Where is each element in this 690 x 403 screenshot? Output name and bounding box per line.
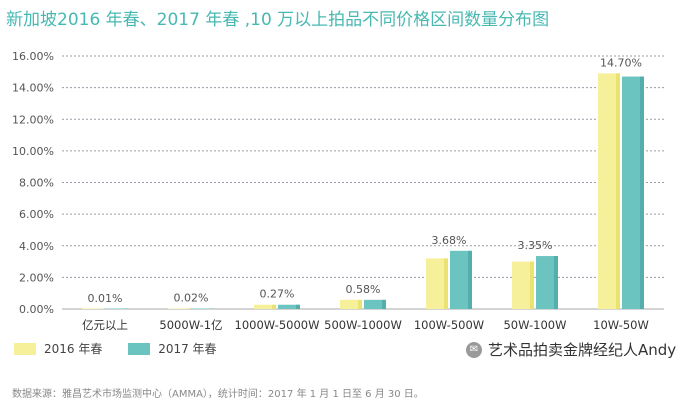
bar-side-shade xyxy=(358,299,362,309)
y-tick-label: 8.00% xyxy=(19,177,54,190)
wechat-icon: ✉ xyxy=(466,341,482,358)
x-tick-label: 1000W-5000W xyxy=(235,318,320,332)
data-label: 3.35% xyxy=(518,239,553,252)
watermark: ✉ 艺术品拍卖金牌经纪人Andy xyxy=(466,339,676,360)
bar-side-shade xyxy=(124,308,128,309)
bar-2017 xyxy=(364,299,386,309)
bar-2016 xyxy=(340,299,362,309)
y-tick-label: 16.00% xyxy=(12,50,54,63)
data-label: 0.27% xyxy=(260,288,295,301)
bar-2016 xyxy=(168,308,190,309)
x-tick-label: 50W-100W xyxy=(503,318,566,332)
data-label: 0.01% xyxy=(88,292,123,305)
legend-item-2016: 2016 年春 xyxy=(14,340,102,357)
y-tick-label: 10.00% xyxy=(12,145,54,158)
bar-side-shade xyxy=(640,76,644,310)
data-label: 0.58% xyxy=(346,283,381,296)
legend-label-2017: 2017 年春 xyxy=(158,342,217,356)
bar-2017 xyxy=(278,304,300,309)
legend-swatch-2017 xyxy=(128,342,151,355)
bar-side-shade xyxy=(444,258,448,309)
bar-2017 xyxy=(106,308,128,309)
y-tick-label: 4.00% xyxy=(19,240,54,253)
bar-side-shade xyxy=(530,261,534,309)
bar-2016 xyxy=(598,73,620,309)
x-tick-label: 10W-50W xyxy=(593,318,649,332)
data-label: 14.70% xyxy=(600,56,642,69)
bar-2017 xyxy=(450,250,472,309)
bar-2017 xyxy=(536,256,558,309)
bar-side-shade xyxy=(468,250,472,309)
bar-side-shade xyxy=(100,308,104,309)
bar-2016 xyxy=(254,304,276,309)
data-label: 0.02% xyxy=(174,292,209,305)
bar-2017 xyxy=(192,308,214,309)
legend-label-2016: 2016 年春 xyxy=(44,342,103,356)
x-tick-label: 5000W-1亿 xyxy=(159,318,222,332)
bar-2017 xyxy=(622,76,644,310)
bar-side-shade xyxy=(186,308,190,309)
legend: 2016 年春 2017 年春 xyxy=(14,340,239,358)
y-tick-label: 2.00% xyxy=(19,271,54,284)
bar-2016 xyxy=(82,308,104,309)
y-tick-label: 14.00% xyxy=(12,82,54,95)
bar-side-shade xyxy=(382,299,386,309)
x-tick-label: 500W-1000W xyxy=(324,318,402,332)
x-tick-label: 100W-500W xyxy=(414,318,484,332)
bar-side-shade xyxy=(616,73,620,309)
x-tick-label: 亿元以上 xyxy=(82,318,128,332)
y-tick-label: 12.00% xyxy=(12,113,54,126)
bar-2016 xyxy=(426,258,448,309)
bar-side-shade xyxy=(296,304,300,309)
bar-side-shade xyxy=(554,256,558,309)
chart-title: 新加坡2016 年春、2017 年春 ,10 万以上拍品不同价格区间数量分布图 xyxy=(6,10,550,30)
bar-2016 xyxy=(512,261,534,309)
legend-swatch-2016 xyxy=(14,342,36,355)
source-note: 数据来源：雅昌艺术市场监测中心（AMMA），统计时间：2017 年 1 月 1 … xyxy=(12,389,424,400)
data-label: 3.68% xyxy=(432,234,467,247)
y-tick-label: 6.00% xyxy=(19,208,54,221)
y-tick-label: 0.00% xyxy=(19,303,54,316)
bar-side-shade xyxy=(272,304,276,309)
watermark-text: 艺术品拍卖金牌经纪人Andy xyxy=(488,341,677,359)
bar-side-shade xyxy=(210,308,214,309)
legend-item-2017: 2017 年春 xyxy=(128,340,217,357)
